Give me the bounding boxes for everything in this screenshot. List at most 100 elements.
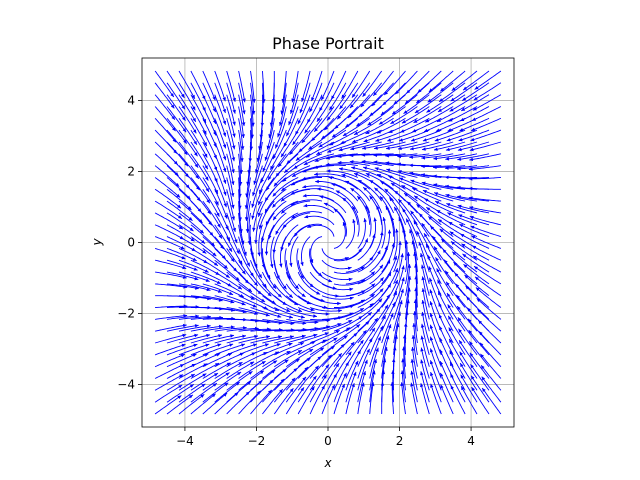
streamline-730 bbox=[428, 266, 442, 296]
stream-arrow bbox=[474, 86, 479, 90]
streamline-172 bbox=[214, 153, 227, 184]
stream-arrow bbox=[355, 360, 359, 365]
stream-arrow bbox=[326, 116, 331, 121]
stream-arrow bbox=[204, 269, 209, 273]
streamline-530 bbox=[326, 170, 359, 178]
stream-arrow bbox=[400, 129, 405, 133]
stream-arrow bbox=[244, 217, 249, 221]
streamline-392 bbox=[309, 364, 330, 391]
streamline-417 bbox=[297, 94, 311, 125]
streamline-577 bbox=[381, 302, 396, 332]
stream-arrow bbox=[256, 157, 260, 162]
streamline-284 bbox=[261, 248, 271, 280]
streamline-875 bbox=[478, 331, 502, 356]
stream-arrow bbox=[453, 262, 458, 266]
stream-arrow bbox=[290, 202, 295, 206]
stream-arrow bbox=[350, 188, 355, 192]
streamline-309 bbox=[274, 307, 305, 319]
stream-arrow bbox=[463, 86, 468, 91]
streamline-156 bbox=[214, 335, 247, 344]
stream-arrow bbox=[341, 94, 345, 99]
streamline-828 bbox=[445, 194, 478, 202]
streamline-524 bbox=[357, 218, 366, 249]
stream-arrow bbox=[262, 99, 266, 103]
stream-arrow bbox=[439, 98, 444, 102]
stream-arrow bbox=[399, 300, 403, 305]
stream-arrow bbox=[309, 349, 314, 353]
stream-arrow bbox=[385, 154, 389, 158]
stream-arrow bbox=[399, 177, 404, 181]
stream-arrow bbox=[300, 387, 304, 392]
stream-arrow bbox=[412, 129, 417, 133]
streamline-28 bbox=[154, 82, 175, 109]
streamline-256 bbox=[249, 224, 254, 257]
streamline-782 bbox=[449, 361, 466, 391]
stream-arrow bbox=[264, 156, 268, 161]
stream-arrow bbox=[405, 100, 409, 104]
streamline-208 bbox=[226, 82, 236, 114]
streamline-545 bbox=[369, 325, 384, 356]
streamline-178 bbox=[214, 82, 226, 114]
streamline-783 bbox=[449, 350, 466, 379]
streamline-136 bbox=[202, 224, 225, 250]
streamline-879 bbox=[475, 287, 502, 308]
streamline-861 bbox=[456, 165, 490, 170]
streamline-512 bbox=[357, 359, 368, 391]
stream-arrow bbox=[444, 175, 449, 180]
streamline-133 bbox=[202, 259, 230, 279]
stream-arrow bbox=[302, 321, 307, 325]
streamline-238 bbox=[238, 82, 245, 115]
stream-arrow bbox=[314, 127, 318, 132]
streamline-598 bbox=[360, 82, 383, 108]
streamline-308 bbox=[274, 318, 307, 324]
streamline-186 bbox=[226, 335, 259, 344]
stream-arrow bbox=[231, 216, 235, 221]
stream-arrow bbox=[198, 219, 203, 223]
stream-arrow bbox=[201, 239, 205, 244]
streamline-81 bbox=[178, 165, 200, 191]
streamline-641 bbox=[405, 252, 409, 284]
streamline-609 bbox=[393, 277, 405, 308]
streamline-883 bbox=[471, 245, 502, 261]
stream-arrow bbox=[338, 353, 342, 358]
stream-arrow bbox=[241, 302, 246, 306]
stream-arrow bbox=[357, 196, 361, 200]
streamline-239 bbox=[238, 70, 246, 103]
streamline-815 bbox=[458, 328, 478, 356]
streamline-780 bbox=[450, 385, 466, 415]
stream-arrow bbox=[448, 327, 452, 332]
streamline-190 bbox=[226, 295, 257, 308]
streamline-93 bbox=[190, 362, 220, 379]
stream-arrow bbox=[204, 153, 208, 158]
streamline-846 bbox=[467, 318, 490, 344]
stream-arrow bbox=[254, 240, 258, 244]
stream-arrow bbox=[206, 333, 211, 338]
streamline-170 bbox=[214, 177, 227, 208]
stream-arrow bbox=[461, 386, 465, 391]
streamline-497 bbox=[319, 195, 347, 214]
streamline-130 bbox=[202, 295, 235, 304]
stream-arrow bbox=[314, 320, 319, 325]
streamline-610 bbox=[393, 265, 405, 296]
stream-arrow bbox=[326, 156, 330, 160]
streamline-8 bbox=[155, 315, 188, 320]
streamline-637 bbox=[405, 299, 409, 332]
stream-arrow bbox=[469, 157, 474, 162]
streamline-645 bbox=[393, 206, 406, 237]
stream-arrow bbox=[334, 125, 339, 129]
stream-arrow bbox=[277, 133, 281, 138]
streamline-601 bbox=[392, 370, 395, 403]
streamline-485 bbox=[345, 329, 367, 356]
streamline-518 bbox=[357, 298, 383, 320]
stream-arrow bbox=[192, 257, 197, 261]
streamline-820 bbox=[454, 272, 478, 297]
stream-arrow bbox=[427, 98, 432, 103]
stream-arrow bbox=[338, 309, 342, 313]
stream-arrow bbox=[451, 241, 455, 246]
stream-arrow bbox=[222, 144, 227, 149]
streamline-856 bbox=[458, 214, 490, 226]
stream-arrow bbox=[324, 332, 329, 336]
stream-arrow bbox=[289, 150, 294, 155]
stream-arrow bbox=[182, 333, 187, 338]
stream-arrow bbox=[420, 347, 424, 352]
